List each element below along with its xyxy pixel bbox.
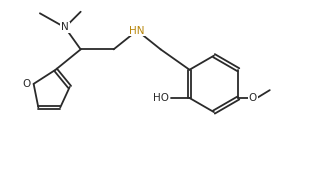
Text: N: N bbox=[61, 22, 69, 32]
Text: HN: HN bbox=[129, 26, 145, 35]
Text: O: O bbox=[23, 79, 31, 89]
Text: O: O bbox=[249, 93, 257, 103]
Text: HO: HO bbox=[153, 93, 169, 103]
